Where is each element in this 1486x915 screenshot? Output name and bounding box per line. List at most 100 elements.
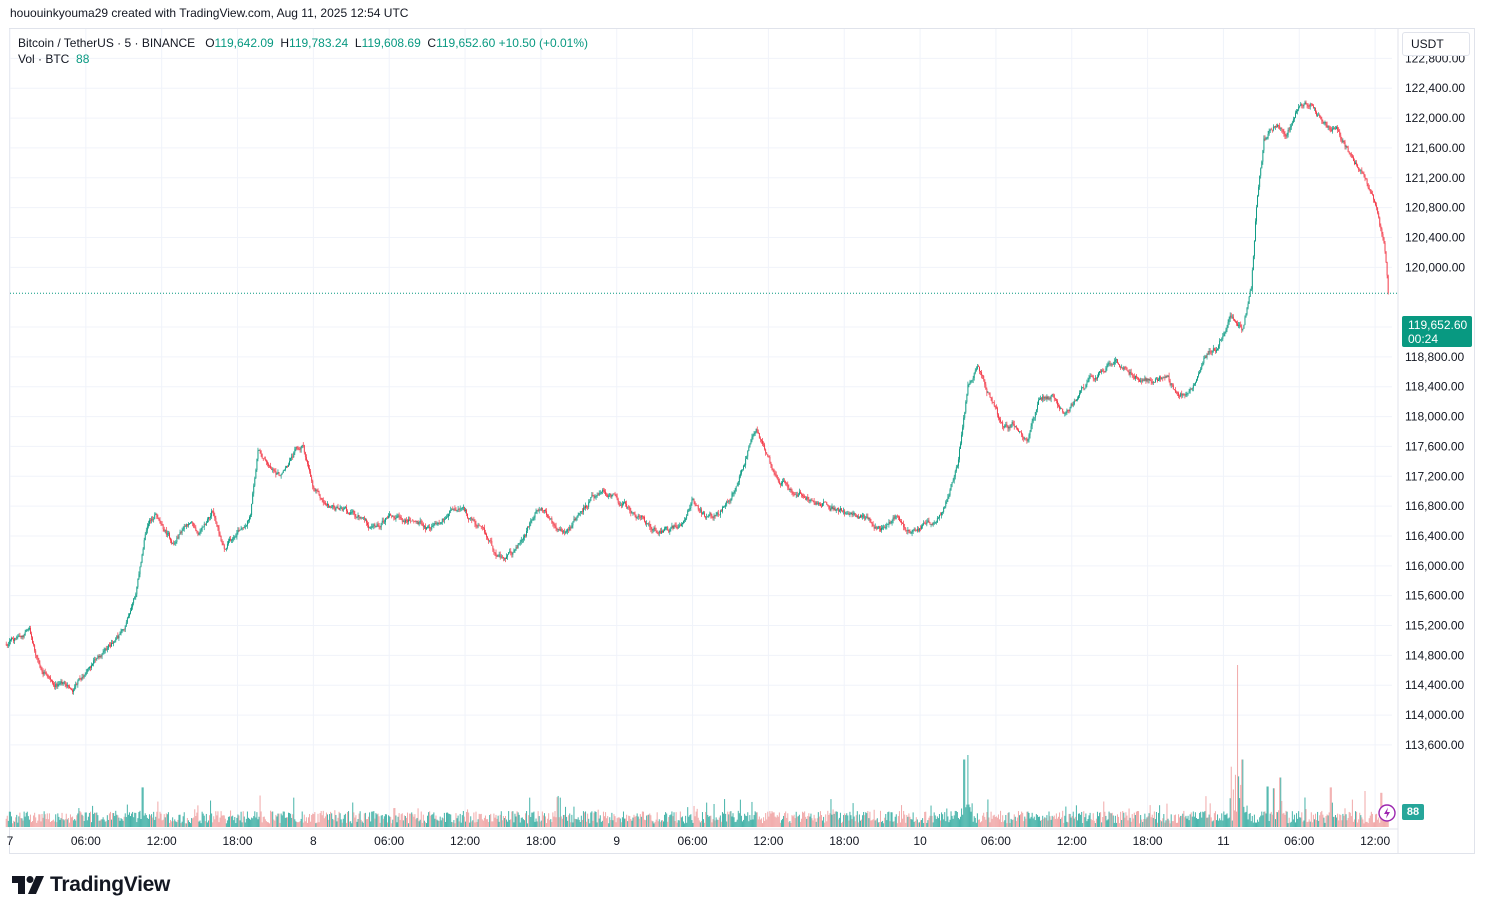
candle-body <box>443 519 445 521</box>
volume-bar <box>709 815 711 827</box>
volume-bar <box>1027 811 1029 827</box>
candle-body <box>1253 240 1255 257</box>
candle-body <box>991 397 993 403</box>
volume-bar <box>892 821 894 827</box>
volume-bar <box>167 812 169 827</box>
candle-body <box>122 629 124 630</box>
volume-bar <box>253 816 255 827</box>
volume-bar <box>787 813 789 827</box>
candle-body <box>831 506 833 509</box>
candle-body <box>98 655 100 657</box>
volume-bar <box>746 816 748 827</box>
price-tick-label: 121,200.00 <box>1405 171 1465 185</box>
candle-body <box>1336 127 1338 129</box>
volume-bar <box>468 812 470 827</box>
volume-bar <box>161 820 163 827</box>
price-tick-label: 121,600.00 <box>1405 141 1465 155</box>
candle-body <box>639 517 641 518</box>
volume-bar <box>1178 814 1180 827</box>
volume-bar <box>535 818 537 827</box>
candle-body <box>283 469 285 471</box>
volume-label[interactable]: Vol · BTC <box>18 52 70 66</box>
volume-bar <box>692 822 694 827</box>
candle-body <box>1310 103 1312 105</box>
candle-body <box>791 489 793 492</box>
volume-bar <box>829 813 831 827</box>
candle-body <box>1019 431 1020 433</box>
volume-bar <box>522 819 524 827</box>
time-axis[interactable]: 7 06:00 12:00 18:00 8 06:00 12:00 18:00 9 06:00 12… <box>7 834 1391 848</box>
candle-body <box>209 517 210 518</box>
candle-body <box>172 542 174 544</box>
candle-body <box>527 526 529 531</box>
candle-body <box>724 506 726 508</box>
candle-body <box>617 499 619 503</box>
volume-bar <box>229 816 231 827</box>
tradingview-logo[interactable]: TradingView <box>12 873 170 896</box>
candle-body <box>489 540 491 542</box>
candle-body <box>773 469 775 473</box>
candle-body <box>35 650 37 656</box>
candle-body <box>480 526 482 527</box>
candle-body <box>752 435 754 438</box>
price-chart[interactable]: 122,800.00122,400.00122,000.00121,600.00… <box>0 0 1486 860</box>
volume-bar <box>672 816 674 827</box>
candle-body <box>702 513 703 514</box>
candle-body <box>826 502 828 505</box>
candle-body <box>307 460 308 464</box>
candle-body <box>1210 351 1212 353</box>
volume-bar <box>1007 812 1009 827</box>
volume-bar <box>807 816 809 827</box>
volume-bar <box>1004 820 1006 827</box>
symbol-title[interactable]: Bitcoin / TetherUS · 5 · BINANCE <box>18 36 196 50</box>
candle-body <box>34 644 36 651</box>
volume-bar <box>1355 811 1357 827</box>
candle-body <box>410 520 412 522</box>
candle-body <box>392 516 394 518</box>
candle-body <box>87 668 89 670</box>
volume-bar <box>282 811 284 827</box>
volume-bar <box>1173 815 1175 827</box>
candle-body <box>96 657 98 660</box>
candle-body <box>206 519 208 523</box>
candle-body <box>463 506 465 512</box>
volume-bar <box>421 822 423 827</box>
volume-bar <box>789 821 791 827</box>
volume-bar <box>1289 822 1291 827</box>
candle-body <box>1102 370 1104 372</box>
candle-body <box>1272 126 1274 131</box>
volume-bar <box>459 813 461 827</box>
candle-body <box>389 513 391 517</box>
volume-bar <box>18 816 20 827</box>
volume-bar <box>950 811 952 827</box>
candle-body <box>92 663 94 666</box>
volume-bar <box>33 815 35 827</box>
candle-body <box>191 522 193 524</box>
currency-button[interactable]: USDT <box>1402 32 1470 56</box>
candle-body <box>1347 147 1349 153</box>
price-axis[interactable]: 122,800.00122,400.00122,000.00121,600.00… <box>1405 51 1465 752</box>
volume-bar <box>923 822 925 827</box>
volume-bar <box>578 819 580 827</box>
candle-body <box>917 528 919 531</box>
lightning-icon[interactable] <box>1378 804 1396 822</box>
volume-bar <box>319 813 321 827</box>
volume-bar <box>942 814 944 827</box>
volume-bar <box>601 820 603 827</box>
volume-bar <box>1187 815 1189 827</box>
volume-bar <box>328 819 330 827</box>
volume-bar <box>684 823 686 827</box>
candle-body <box>175 542 177 543</box>
volume-bar <box>342 818 344 827</box>
candle-body <box>218 527 220 534</box>
volume-bar <box>473 812 475 827</box>
candle-body <box>315 490 317 492</box>
volume-bar <box>1324 822 1326 827</box>
volume-bar <box>457 815 459 827</box>
volume-bar <box>492 821 494 827</box>
candle-body <box>851 512 853 515</box>
volume-bar <box>83 820 85 827</box>
candle-body <box>819 504 821 507</box>
candle-body <box>1245 313 1247 318</box>
candle-body <box>187 523 189 526</box>
